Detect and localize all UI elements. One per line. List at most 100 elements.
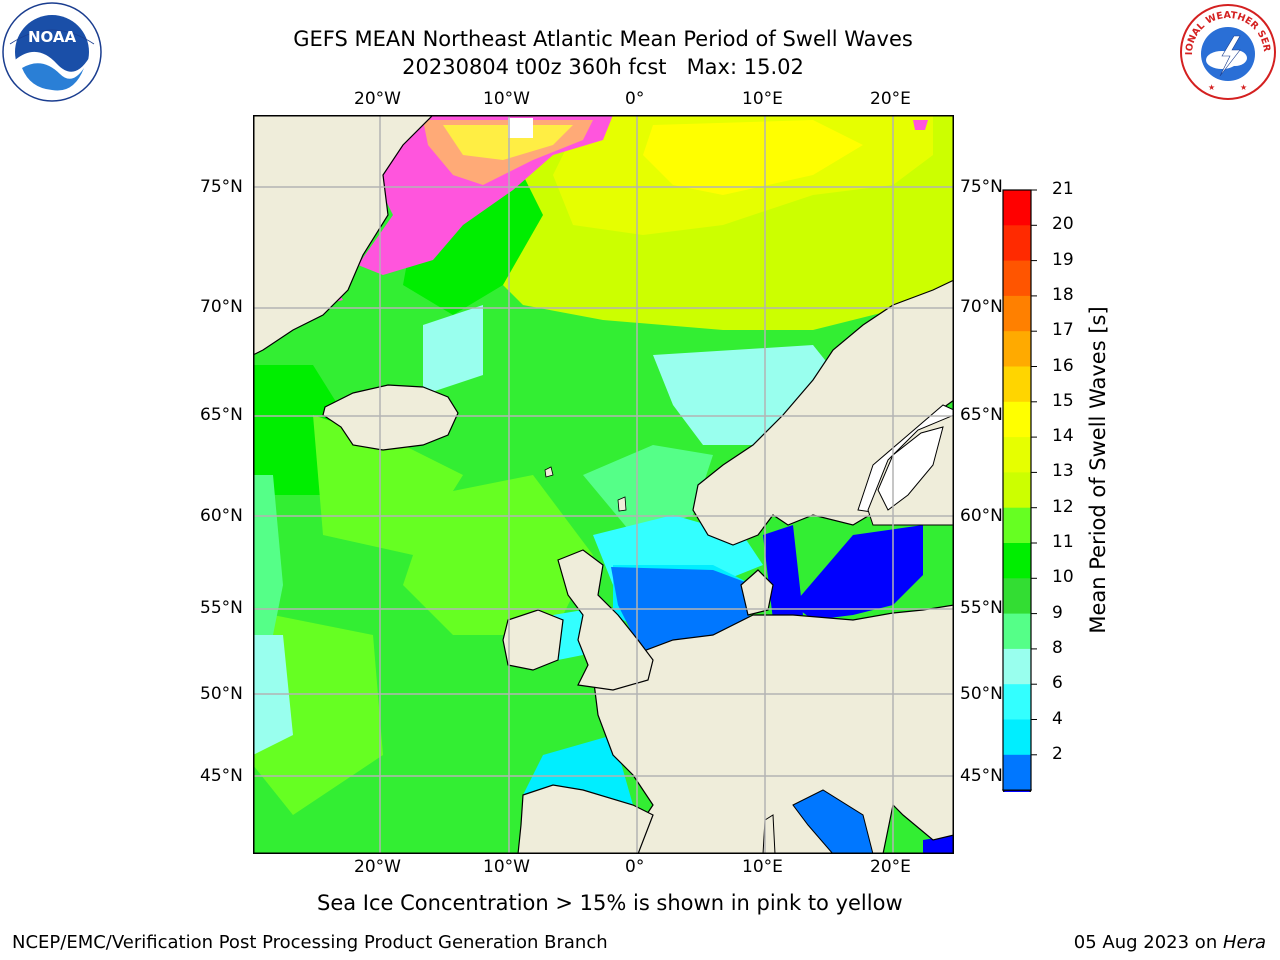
land-great-britain — [557, 549, 654, 691]
lat-tick-right: 65°N — [960, 405, 1003, 425]
lon-tick-top: 0° — [625, 89, 645, 109]
svg-text:★: ★ — [1240, 83, 1247, 92]
colorbar-tick-label: 4 — [1052, 708, 1063, 729]
sea-ice-area — [913, 120, 928, 130]
colorbar-segment — [1003, 754, 1031, 791]
graticule — [253, 115, 954, 854]
colorbar-segment — [1003, 437, 1031, 473]
land-iberia — [517, 784, 654, 854]
lon-tick-top: 10°W — [483, 89, 530, 109]
colorbar-tick-label: 2 — [1052, 743, 1063, 764]
footer-machine: Hera — [1222, 932, 1266, 953]
nws-logo: NATIONAL WEATHER SERVICE ★ ★ — [1174, 0, 1278, 106]
lat-tick-right: 45°N — [960, 766, 1003, 786]
swell-field-2s — [763, 525, 803, 620]
lat-tick-left: 65°N — [200, 405, 243, 425]
colorbar-segment — [1003, 225, 1031, 262]
colorbar-segment — [1003, 684, 1031, 720]
map-panel — [253, 115, 954, 854]
lat-tick-left: 55°N — [200, 598, 243, 618]
colorbar-tick-label: 20 — [1052, 214, 1074, 235]
noaa-logo: NOAA — [2, 2, 102, 106]
lat-tick-right: 50°N — [960, 684, 1003, 704]
colorbar-tick-label: 21 — [1052, 179, 1074, 199]
footer-date-text: 05 Aug 2023 on — [1073, 932, 1223, 953]
colorbar-segment — [1003, 331, 1031, 367]
colorbar-tick-label: 12 — [1052, 496, 1074, 517]
lon-tick-top: 20°E — [870, 89, 911, 109]
swell-field-2s — [793, 525, 923, 620]
adriatic-sea — [792, 789, 874, 854]
swell-field-8s — [423, 305, 483, 395]
noaa-logo-text: NOAA — [28, 28, 77, 46]
swell-field-9s — [583, 445, 713, 535]
land-faroe-islands — [544, 466, 554, 478]
colorbar-segment — [1003, 190, 1031, 226]
colorbar-tick-label: 17 — [1052, 320, 1074, 341]
land-greenland — [253, 115, 434, 356]
lon-tick-bottom: 20°E — [870, 857, 911, 877]
swell-field-4s — [611, 567, 753, 675]
lat-tick-left: 50°N — [200, 684, 243, 704]
lat-tick-left: 45°N — [200, 766, 243, 786]
map-title: GEFS MEAN Northeast Atlantic Mean Period… — [293, 27, 913, 51]
lon-tick-top: 10°E — [742, 89, 783, 109]
colorbar-tick-label: 8 — [1052, 637, 1063, 658]
colorbar-segment — [1003, 648, 1031, 685]
colorbar-tick-label: 13 — [1052, 461, 1074, 482]
lat-tick-right: 55°N — [960, 598, 1003, 618]
sea-ice-area — [443, 125, 573, 160]
lat-tick-left: 60°N — [200, 506, 243, 526]
colorbar-label: Mean Period of Swell Waves [s] — [1086, 306, 1110, 634]
lon-tick-bottom: 20°W — [354, 857, 401, 877]
lon-tick-bottom: 0° — [625, 857, 645, 877]
lat-tick-right: 70°N — [960, 297, 1003, 317]
lat-tick-right: 75°N — [960, 177, 1003, 197]
sea-ice-note: Sea Ice Concentration > 15% is shown in … — [317, 891, 903, 915]
colorbar-segment — [1003, 472, 1031, 509]
lon-tick-top: 20°W — [354, 89, 401, 109]
colorbar-segment — [1003, 613, 1031, 650]
swell-field-8s — [253, 635, 293, 755]
map-subtitle: 20230804 t00z 360h fcst Max: 15.02 — [402, 55, 804, 79]
land-ireland — [502, 609, 564, 671]
colorbar-tick-label: 14 — [1052, 426, 1074, 447]
lon-tick-bottom: 10°W — [483, 857, 530, 877]
colorbar-segment — [1003, 401, 1031, 438]
colorbar-tick-label: 19 — [1052, 249, 1074, 270]
colorbar-segment — [1003, 295, 1031, 332]
land-shetland — [617, 496, 627, 512]
footer-credit: NCEP/EMC/Verification Post Processing Pr… — [12, 932, 608, 953]
footer-date: 05 Aug 2023 on Hera — [1074, 932, 1266, 953]
colorbar-tick-label: 16 — [1052, 355, 1074, 376]
colorbar-segment — [1003, 578, 1031, 615]
lon-tick-bottom: 10°E — [742, 857, 783, 877]
svg-text:★: ★ — [1208, 83, 1215, 92]
land-iceland — [322, 384, 459, 451]
gulf-of-bothnia — [877, 426, 944, 511]
colorbar-tick-label: 9 — [1052, 602, 1063, 623]
lat-tick-left: 75°N — [200, 177, 243, 197]
land-sardinia — [762, 814, 776, 854]
colorbar-frame — [1002, 189, 1032, 791]
sea-ice-area — [358, 115, 613, 275]
colorbar-segment — [1003, 719, 1031, 756]
colorbar-segment — [1003, 366, 1031, 403]
map-frame — [253, 115, 954, 854]
swell-field-2s — [923, 835, 954, 854]
colorbar-segment — [1003, 543, 1031, 579]
colorbar-tick-label: 18 — [1052, 284, 1074, 305]
colorbar-tick-label: 11 — [1052, 532, 1074, 552]
lat-tick-right: 60°N — [960, 506, 1003, 526]
swell-field-15s — [643, 120, 863, 195]
sea-ice-gap — [508, 118, 533, 138]
colorbar-tick-label: 15 — [1052, 390, 1074, 411]
swell-field-12s — [403, 475, 593, 635]
colorbar-tick-label: 10 — [1052, 567, 1074, 588]
colorbar — [1002, 189, 1037, 792]
land-europe — [592, 604, 954, 854]
lat-tick-left: 70°N — [200, 297, 243, 317]
colorbar-segment — [1003, 507, 1031, 544]
colorbar-tick-label: 6 — [1052, 673, 1063, 694]
colorbar-segment — [1003, 260, 1031, 297]
